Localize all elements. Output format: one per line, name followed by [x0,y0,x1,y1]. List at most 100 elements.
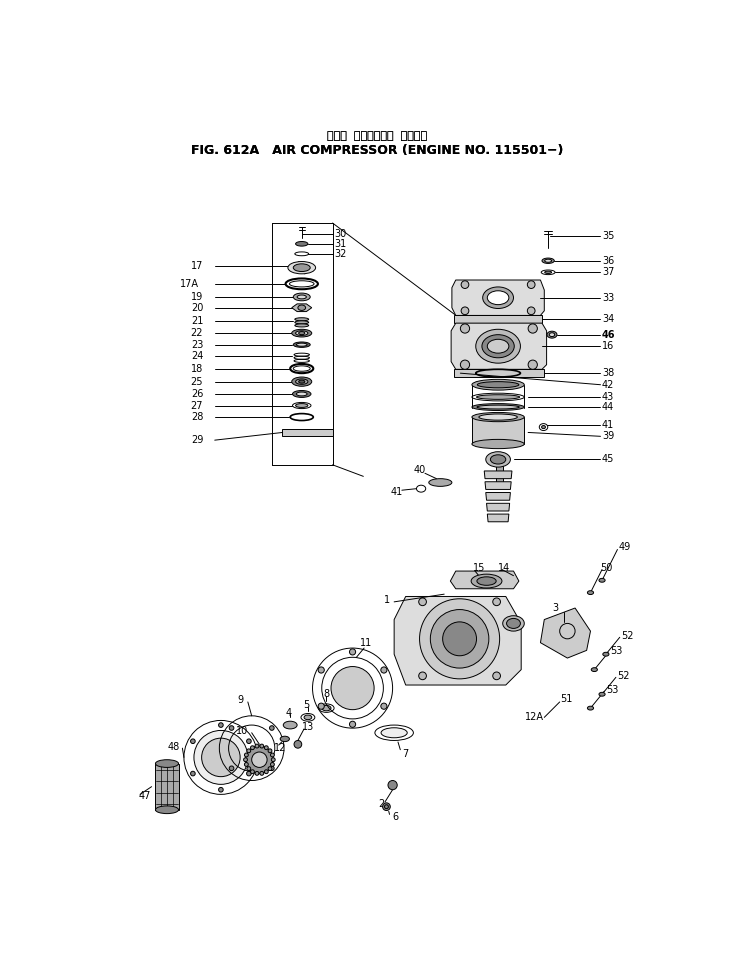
Ellipse shape [487,340,509,353]
Circle shape [271,753,275,757]
Text: 17: 17 [191,261,203,271]
Ellipse shape [295,318,308,321]
Text: 51: 51 [559,694,572,703]
Circle shape [528,281,535,288]
Circle shape [272,758,275,762]
Circle shape [264,745,268,749]
Text: 30: 30 [334,229,347,238]
Text: 45: 45 [602,454,615,464]
Polygon shape [486,492,510,500]
Text: 27: 27 [191,401,203,411]
Circle shape [419,672,426,680]
Ellipse shape [297,295,306,299]
Text: 24: 24 [191,351,203,361]
Ellipse shape [381,728,407,738]
Ellipse shape [545,259,551,263]
Text: 20: 20 [191,303,203,312]
Ellipse shape [477,405,520,409]
Text: 44: 44 [602,402,615,412]
Circle shape [420,598,500,679]
Circle shape [318,667,325,673]
Text: 10: 10 [236,726,248,737]
Polygon shape [394,596,521,685]
Circle shape [255,772,259,775]
Text: 47: 47 [138,791,151,801]
Circle shape [461,306,469,314]
Text: 4: 4 [286,707,291,718]
Text: 39: 39 [602,431,615,442]
Text: 6: 6 [392,812,399,822]
Ellipse shape [591,667,598,671]
Circle shape [461,281,469,288]
Text: 9: 9 [238,696,244,705]
Circle shape [269,766,274,771]
Text: 12: 12 [274,743,286,753]
Text: 11: 11 [360,638,372,648]
Circle shape [268,767,272,771]
Text: FIG. 612A   AIR COMPRESSOR (ENGINE NO. 115501−): FIG. 612A AIR COMPRESSOR (ENGINE NO. 115… [191,144,563,157]
Ellipse shape [482,335,514,358]
Ellipse shape [472,440,524,449]
Circle shape [493,672,500,680]
Text: 53: 53 [606,685,618,695]
Ellipse shape [547,331,557,339]
Ellipse shape [296,378,308,384]
Polygon shape [540,608,590,658]
Circle shape [247,767,251,771]
Circle shape [442,622,476,656]
Ellipse shape [297,392,307,396]
Ellipse shape [293,293,310,301]
Ellipse shape [475,329,520,363]
Ellipse shape [472,379,524,390]
Circle shape [318,703,325,709]
Text: 38: 38 [602,368,615,378]
Circle shape [431,609,489,668]
Ellipse shape [471,574,502,588]
Ellipse shape [295,321,308,324]
Polygon shape [283,429,333,436]
Text: 23: 23 [191,340,203,349]
Text: 37: 37 [602,268,615,277]
Ellipse shape [472,404,524,411]
Circle shape [202,739,240,776]
Text: 21: 21 [191,316,203,326]
Circle shape [381,703,387,709]
Ellipse shape [304,715,312,720]
Ellipse shape [293,264,310,271]
Text: 19: 19 [191,292,203,302]
Text: 26: 26 [191,389,203,399]
Text: 15: 15 [473,563,485,573]
Ellipse shape [603,652,609,656]
Text: 35: 35 [602,232,615,241]
Text: FIG. 612A   AIR COMPRESSOR (ENGINE NO. 115501−): FIG. 612A AIR COMPRESSOR (ENGINE NO. 115… [191,144,563,157]
Ellipse shape [487,291,509,305]
Ellipse shape [472,413,524,421]
Ellipse shape [542,425,545,429]
Ellipse shape [288,262,316,273]
Circle shape [350,649,355,655]
Text: 25: 25 [191,377,203,386]
Ellipse shape [296,331,308,336]
Ellipse shape [545,271,551,273]
Text: エアー  コンプレッサ  適用号機: エアー コンプレッサ 適用号機 [327,130,428,141]
Polygon shape [487,514,509,522]
Text: 53: 53 [609,646,622,656]
Ellipse shape [506,619,520,629]
Text: 48: 48 [168,741,180,751]
Circle shape [191,772,195,775]
Ellipse shape [587,591,593,595]
Ellipse shape [486,451,510,467]
Polygon shape [484,471,512,479]
Circle shape [264,770,268,774]
Ellipse shape [291,329,312,337]
Ellipse shape [283,721,297,729]
Text: 1: 1 [384,595,390,605]
Circle shape [260,744,263,748]
Text: エアー  コンプレッサ  適用号機: エアー コンプレッサ 適用号機 [327,130,428,141]
Ellipse shape [429,479,452,486]
Text: 52: 52 [618,670,630,681]
Text: 8: 8 [323,689,330,700]
Text: 31: 31 [334,238,347,249]
Circle shape [194,731,248,784]
Text: 33: 33 [602,293,615,303]
